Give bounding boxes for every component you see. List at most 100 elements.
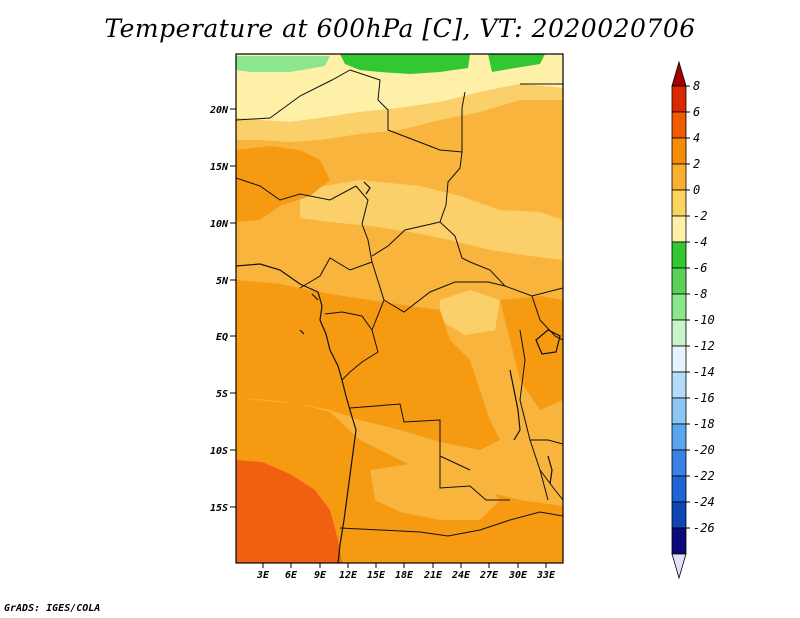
colorbar-swatch: [671, 449, 687, 477]
country-borders: [236, 69, 563, 537]
colorbar-label: -22: [693, 469, 715, 483]
lat-label: 15S: [210, 503, 228, 514]
border-nigeria: [236, 177, 357, 201]
colorbar-swatch: [671, 501, 687, 529]
colorbar-label: 4: [693, 131, 700, 145]
border-tanzania: [530, 439, 563, 445]
field-tan-patch: [440, 290, 500, 335]
field-tan-central: [300, 180, 563, 260]
lat-label: 15N: [210, 162, 229, 173]
colorbar-label: -10: [693, 313, 715, 327]
border-angola-zambia: [439, 456, 510, 501]
colorbar-swatch: [671, 527, 687, 555]
latitude-axis: 20N 15N 10N 5N EQ 5S 10S 15S: [209, 105, 236, 514]
colorbar-swatch: [671, 293, 687, 321]
coastline-lake-victoria: [535, 329, 561, 355]
colorbar-swatch: [671, 137, 687, 165]
coastline-lake-chad: [363, 181, 371, 195]
colorbar-swatch: [671, 267, 687, 295]
colorbar-swatch: [671, 163, 687, 191]
colorbar-label: -12: [693, 339, 715, 353]
coastline-gulf-islands: [299, 293, 319, 335]
colorbar-swatch: [671, 475, 687, 503]
colorbar-top-arrow: [671, 60, 687, 87]
border-angola-namibia: [339, 527, 449, 537]
field-orange-west: [236, 146, 330, 222]
lat-label: 5N: [216, 276, 229, 287]
colorbar-label: -4: [693, 235, 707, 249]
lat-label: 20N: [209, 105, 229, 116]
colorbar-label: -8: [693, 287, 707, 301]
colorbar-labels: 8 6 4 2 0 -2 -4 -6 -8 -10 -12 -14 -16 -18 -20 -22 -24 -26: [686, 79, 715, 535]
colorbar: 8 6 4 2 0 -2 -4 -6 -8 -10 -12 -14 -16 -18 -20 -22 -24 -26: [671, 60, 715, 580]
coastline: [236, 181, 561, 563]
border-zambia-south: [447, 511, 563, 537]
coastline-lake-tanganyika: [509, 369, 521, 441]
temperature-field: [236, 54, 563, 563]
lon-label: 27E: [479, 570, 499, 581]
colorbar-swatch: [671, 189, 687, 217]
colorbar-label: -24: [693, 495, 715, 509]
field-orange-center: [236, 280, 500, 450]
border-south-sudan: [469, 261, 563, 297]
lon-label: 15E: [367, 570, 386, 581]
coastline-west-africa: [236, 263, 357, 563]
colorbar-swatch: [671, 319, 687, 347]
lon-label: 6E: [285, 570, 298, 581]
lat-label: 10S: [210, 446, 228, 457]
field-green-northeast: [488, 54, 545, 72]
colorbar-label: -26: [693, 521, 715, 535]
colorbar-swatch: [671, 111, 687, 139]
border-niger-chad: [236, 69, 351, 121]
field-tan-north: [236, 84, 563, 142]
colorbar-label: -16: [693, 391, 715, 405]
border-east-lakes: [519, 329, 549, 501]
lon-label: 18E: [395, 570, 414, 581]
border-gabon-congo: [324, 299, 385, 332]
lon-label: 3E: [256, 570, 270, 581]
border-chad-car: [371, 221, 441, 257]
colorbar-label: -6: [693, 261, 707, 275]
colorbar-label: -2: [693, 209, 707, 223]
border-congo-drc: [341, 329, 379, 381]
colorbar-swatches: [671, 60, 687, 580]
border-cameroon: [299, 185, 373, 289]
colorbar-swatch: [671, 397, 687, 425]
lon-label: 12E: [339, 570, 358, 581]
border-drc-angola: [349, 403, 471, 471]
field-lightgreen-north: [236, 56, 330, 72]
lon-label: 30E: [508, 570, 528, 581]
border-sudan-west: [439, 151, 471, 263]
colorbar-swatch: [671, 85, 687, 113]
colorbar-label: 0: [693, 183, 700, 197]
field-light-south: [370, 464, 500, 520]
colorbar-bottom-arrow: [671, 553, 687, 580]
field-green-north: [340, 54, 470, 74]
lon-label: 24E: [451, 570, 471, 581]
colorbar-swatch: [671, 423, 687, 451]
colorbar-swatch: [671, 371, 687, 399]
colorbar-label: 6: [693, 105, 700, 119]
colorbar-swatch: [671, 345, 687, 373]
colorbar-swatch: [671, 241, 687, 269]
colorbar-label: 2: [693, 157, 700, 171]
lat-label: 5S: [216, 389, 228, 400]
field-hot-southwest: [236, 460, 342, 563]
map-frame: [235, 53, 564, 564]
lat-label: EQ: [216, 332, 228, 343]
colorbar-label: -20: [693, 443, 715, 457]
lon-label: 33E: [536, 570, 556, 581]
border-libya-chad: [349, 69, 466, 153]
map-title: Temperature at 600hPa [C], VT: 202002070…: [104, 14, 696, 43]
colorbar-swatch: [671, 215, 687, 243]
coastline-lake-malawi: [547, 455, 553, 485]
colorbar-label: 8: [693, 79, 700, 93]
colorbar-label: -18: [693, 417, 715, 431]
grads-credit: GrADS: IGES/COLA: [4, 603, 101, 614]
longitude-axis: 3E 6E 9E 12E 15E 18E 21E 24E 27E 30E 33E: [256, 563, 556, 581]
colorbar-label: -14: [693, 365, 715, 379]
lon-label: 9E: [314, 570, 327, 581]
field-pale-north: [236, 54, 563, 122]
border-mozambique: [539, 469, 563, 501]
